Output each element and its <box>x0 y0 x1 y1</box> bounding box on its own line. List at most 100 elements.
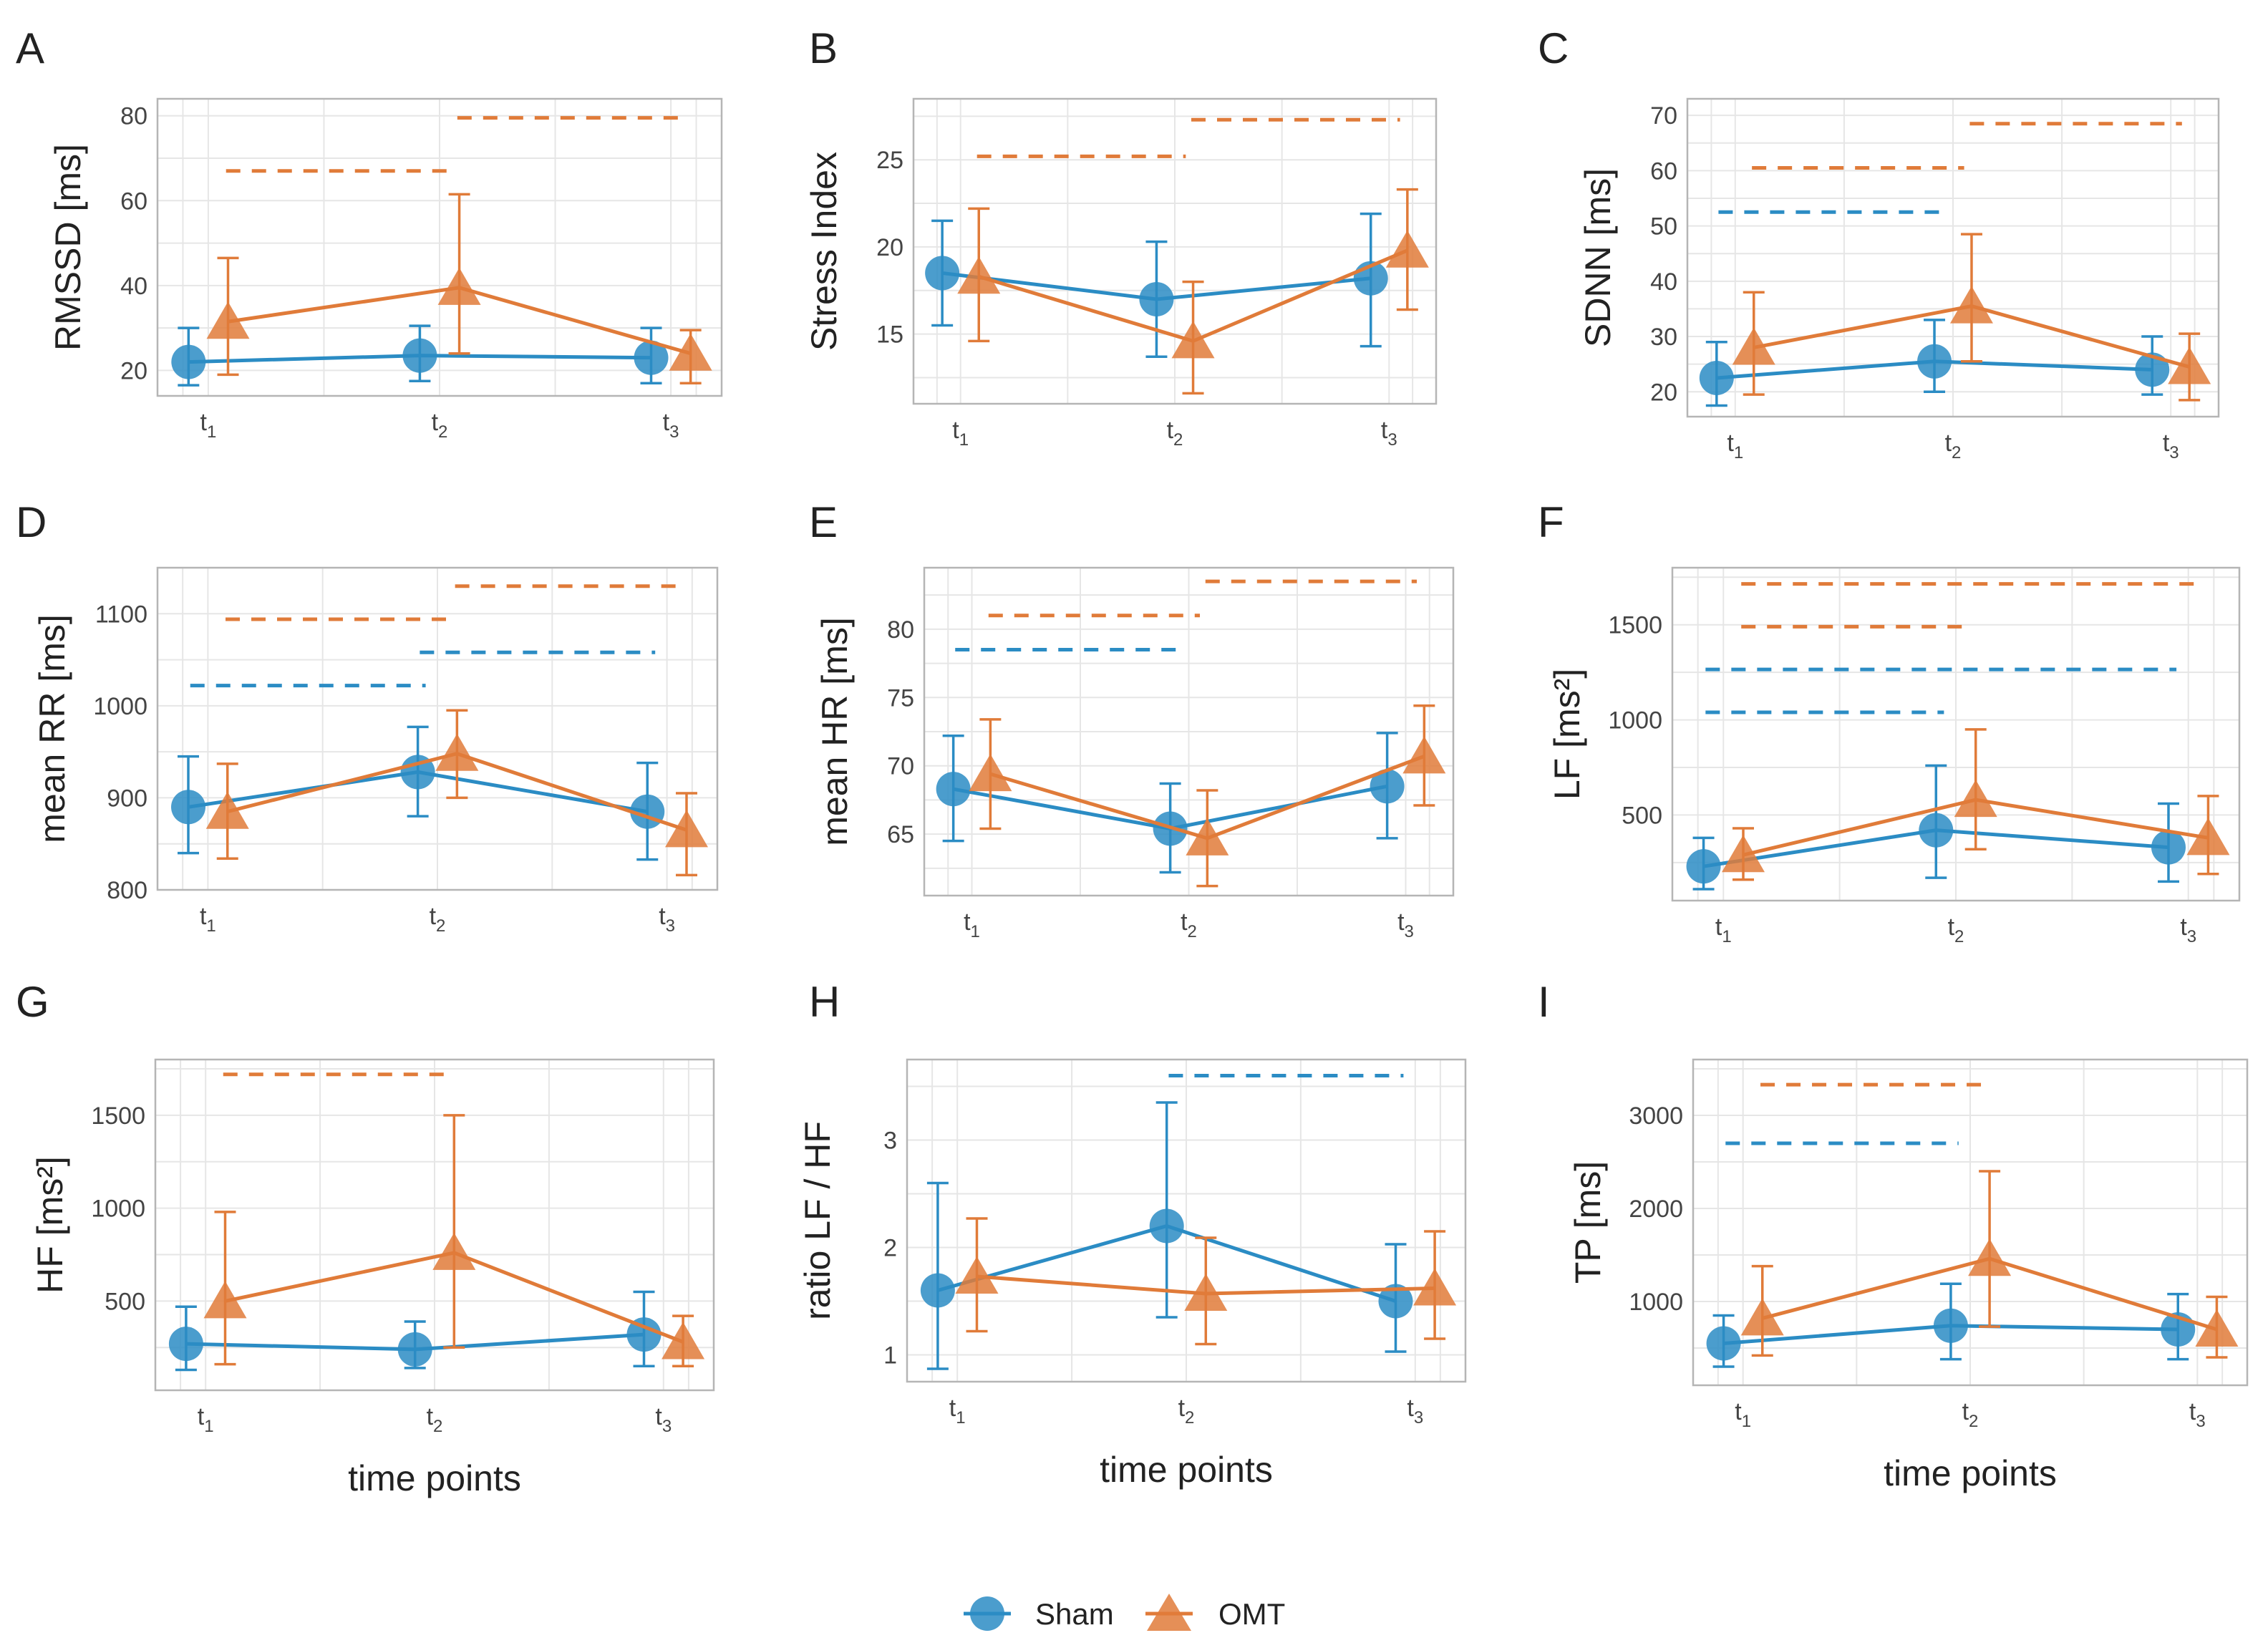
ylabel-g: HF [ms²] <box>30 1156 70 1294</box>
point-sham <box>171 790 206 825</box>
ylabel-i: TP [ms] <box>1568 1161 1608 1284</box>
xtick-label: t2 <box>1962 1398 1979 1431</box>
series-sham-a <box>171 324 669 387</box>
ylabel-c: SDNN [ms] <box>1578 168 1618 347</box>
ytick-label: 1000 <box>1629 1289 1683 1316</box>
series-omt-b <box>957 188 1429 395</box>
plot-frame-g <box>154 1058 715 1392</box>
grid-h <box>907 1060 1465 1382</box>
point-sham <box>1699 360 1734 395</box>
series-omt-e <box>969 704 1446 888</box>
point-sham <box>1933 1308 1968 1343</box>
ytick-label: 80 <box>120 103 147 130</box>
point-omt <box>1184 1274 1228 1311</box>
xtick-label: t3 <box>2189 1398 2206 1431</box>
ytick-label: 15 <box>876 321 903 349</box>
point-sham <box>400 755 435 790</box>
panels: A 20 40 60 80 RMSSD [ms] t1 t2 t3 B 15 20 25 Stress I… <box>16 24 2249 1498</box>
ytick-label: 30 <box>1650 324 1677 351</box>
xtick-label: t1 <box>200 409 217 442</box>
panel-h: H 1 2 3 ratio LF / HF t1 t2 t3 time points <box>798 978 1467 1490</box>
panel-letter-a: A <box>16 24 44 72</box>
point-omt <box>957 256 1001 294</box>
point-sham <box>1149 1208 1184 1244</box>
series-sham-i <box>1706 1282 2196 1368</box>
panel-b: B 15 20 25 Stress Index t1 t2 t3 <box>804 24 1438 450</box>
point-omt <box>1949 286 1993 324</box>
plot-frame-h <box>906 1058 1467 1383</box>
panel-d: D 800 900 1000 1100 mean RR [ms] t1 t2 t3 <box>16 498 719 936</box>
xtick-label: t3 <box>2163 430 2179 462</box>
xlabel-g: time points <box>348 1458 521 1498</box>
ytick-label: 50 <box>1650 213 1677 241</box>
xtick-label: t2 <box>1178 1395 1195 1428</box>
point-omt <box>435 733 479 771</box>
point-omt <box>206 301 250 339</box>
ytick-label: 80 <box>887 616 914 644</box>
ytick-label: 800 <box>107 877 147 904</box>
point-omt <box>437 267 481 305</box>
panel-letter-f: F <box>1538 498 1564 546</box>
point-omt <box>205 791 249 829</box>
panel-letter-c: C <box>1538 24 1569 72</box>
panel-i: I 1000 2000 3000 TP [ms] t1 t2 t3 time points <box>1538 978 2249 1493</box>
point-omt <box>1722 835 1765 873</box>
panel-e: E 65 70 75 80 mean HR [ms] t1 t2 t3 <box>809 498 1455 941</box>
point-omt <box>1171 321 1215 359</box>
ytick-label: 20 <box>1650 379 1677 406</box>
point-sham <box>171 344 206 379</box>
legend: Sham OMT <box>964 1594 1285 1631</box>
point-sham <box>920 1273 955 1308</box>
series-omt-g <box>203 1114 705 1368</box>
panel-f: F 500 1000 1500 LF [ms²] t1 t2 t3 <box>1538 498 2241 946</box>
point-omt <box>1413 1268 1457 1306</box>
xtick-label: t1 <box>1715 913 1732 946</box>
plot-frame-a <box>156 97 723 397</box>
point-sham <box>1139 281 1174 316</box>
ytick-label: 500 <box>105 1288 145 1315</box>
ylabel-a: RMSSD [ms] <box>48 144 88 351</box>
ytick-label: 65 <box>887 821 914 848</box>
legend-item-omt: OMT <box>1145 1594 1285 1631</box>
series-omt-h <box>955 1217 1457 1346</box>
point-omt <box>1402 736 1446 774</box>
ytick-label: 60 <box>1650 157 1677 185</box>
xtick-label: t3 <box>663 409 679 442</box>
xtick-label: t1 <box>964 908 980 941</box>
panel-letter-e: E <box>809 498 838 546</box>
ytick-label: 75 <box>887 684 914 712</box>
plot-frame-e <box>923 566 1455 897</box>
point-omt <box>1954 780 1997 818</box>
point-omt <box>432 1232 476 1270</box>
legend-item-sham: Sham <box>964 1596 1114 1631</box>
legend-omt-marker <box>1147 1594 1191 1631</box>
plot-frame-f <box>1671 566 2241 902</box>
series-sham-c <box>1699 319 2170 407</box>
xtick-label: t2 <box>1181 908 1197 941</box>
ylabel-h: ratio LF / HF <box>798 1121 838 1320</box>
point-omt <box>969 754 1012 792</box>
point-omt <box>662 1322 705 1359</box>
ytick-label: 2000 <box>1629 1196 1683 1223</box>
panel-letter-h: H <box>809 978 840 1026</box>
plot-frame-d <box>156 566 719 891</box>
series-sham-f <box>1686 764 2186 891</box>
point-sham <box>936 772 971 807</box>
ylabel-b: Stress Index <box>804 152 844 351</box>
point-omt <box>2168 346 2211 384</box>
series-omt-c <box>1732 233 2211 402</box>
point-sham <box>634 340 669 375</box>
point-omt <box>1968 1239 2012 1276</box>
grid-g <box>155 1060 714 1390</box>
point-sham <box>2135 352 2170 387</box>
ylabel-e: mean HR [ms] <box>815 617 855 846</box>
xtick-label: t1 <box>200 903 216 936</box>
ytick-label: 900 <box>107 785 147 812</box>
series-omt-a <box>206 193 712 384</box>
point-omt <box>1732 327 1775 365</box>
xtick-label: t1 <box>949 1395 966 1428</box>
ytick-label: 25 <box>876 147 903 174</box>
xtick-label: t1 <box>198 1403 214 1436</box>
ytick-label: 1000 <box>93 693 147 720</box>
